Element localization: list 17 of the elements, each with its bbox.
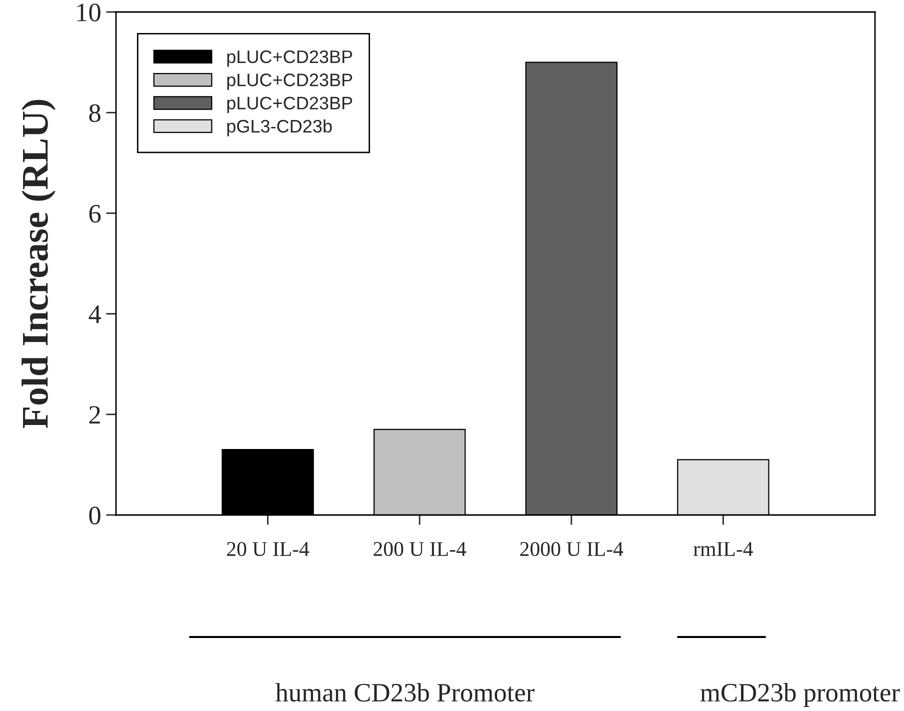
y-tick-label: 4	[88, 306, 102, 323]
y-tick-label: 6	[89, 204, 101, 223]
x-tick-label: 200 U IL-4	[374, 542, 466, 556]
text: human CD23b Promoter	[276, 683, 535, 702]
x-tick-label: 2000 U IL-4	[520, 542, 624, 556]
y-axis-title: Fold Increase (RLU)	[22, 100, 56, 428]
x-tick-label: 20 U IL-4	[227, 542, 310, 556]
x-tick-label: rmIL-4	[694, 542, 753, 556]
text: mCD23b promoter	[700, 683, 900, 707]
y-tick-label: 8	[89, 104, 100, 122]
legend-label: pGL3-CD23b	[227, 119, 332, 136]
y-tick-label: 10	[77, 4, 100, 22]
y-tick-label: 0	[89, 506, 100, 524]
legend-label: pLUC+CD23BP	[227, 96, 352, 114]
y-tick-label: 2	[89, 406, 100, 424]
legend-label: pLUC+CD23BP	[227, 74, 352, 90]
legend-label: pLUC+CD23BP	[227, 50, 352, 67]
